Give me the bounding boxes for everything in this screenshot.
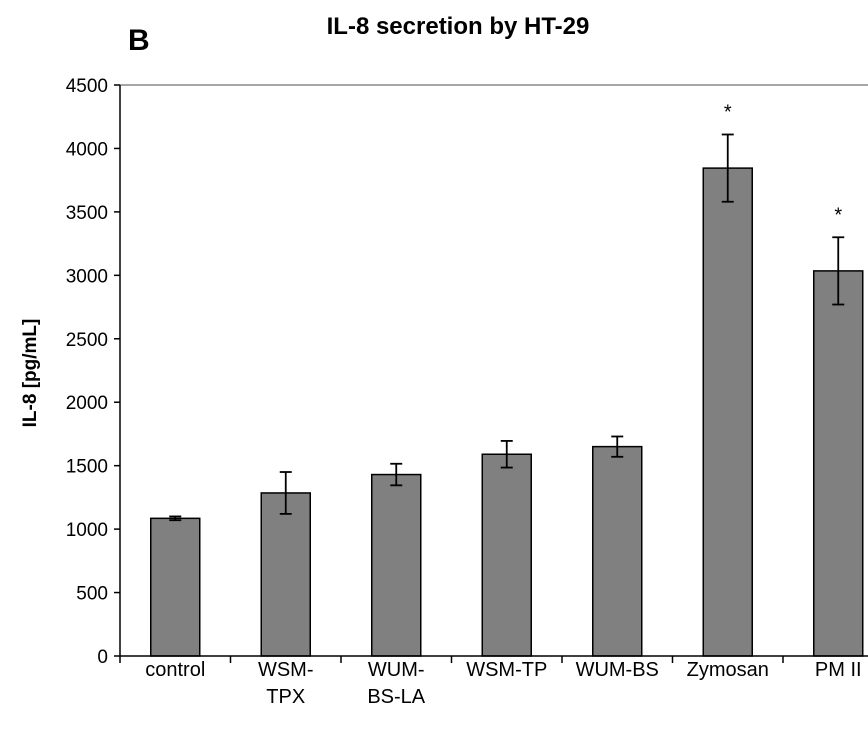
- y-axis-label: IL-8 [pg/mL]: [20, 319, 41, 428]
- y-tick-label: 0: [97, 647, 108, 668]
- y-tick-label: 1000: [66, 520, 108, 541]
- x-tick-label: Zymosan: [687, 659, 769, 681]
- x-tick-label: control: [145, 659, 205, 681]
- bar: [592, 445, 643, 657]
- y-tick-label: 4500: [66, 76, 108, 97]
- x-tick-label: WUM-BS: [576, 659, 659, 681]
- y-tick-label: 3000: [66, 266, 108, 287]
- x-tick-label: BS-LA: [367, 686, 425, 708]
- y-tick-label: 2000: [66, 393, 108, 414]
- y-tick-label: 500: [76, 584, 108, 605]
- y-tick-label: 1500: [66, 457, 108, 478]
- significance-star: *: [724, 101, 732, 123]
- x-tick-label: WSM-TP: [466, 659, 547, 681]
- x-tick-label: PM II: [815, 659, 862, 681]
- y-tick-label: 4000: [66, 139, 108, 160]
- bar: [371, 473, 422, 657]
- x-axis: control WSM- TPX WUM- BS-LA WSM-TP WUM-BS Zymos…: [119, 655, 868, 708]
- bar: [702, 167, 753, 657]
- bar: [150, 517, 201, 657]
- bars: **: [150, 101, 864, 657]
- chart-title: IL-8 secretion by HT-29: [327, 13, 590, 40]
- significance-star: *: [834, 204, 842, 226]
- x-tick-label: WSM-: [258, 659, 314, 681]
- x-tick-label: TPX: [266, 686, 305, 708]
- x-tick-label: WUM-: [368, 659, 425, 681]
- bar: [260, 492, 311, 657]
- y-tick-label: 2500: [66, 330, 108, 351]
- bar: [481, 453, 532, 657]
- y-tick-label: 3500: [66, 203, 108, 224]
- panel-letter: B: [128, 24, 150, 57]
- y-axis: 0 500 1000 1500 2000 2500 3000 3500 4000 4500: [66, 76, 121, 668]
- bar: [813, 270, 864, 657]
